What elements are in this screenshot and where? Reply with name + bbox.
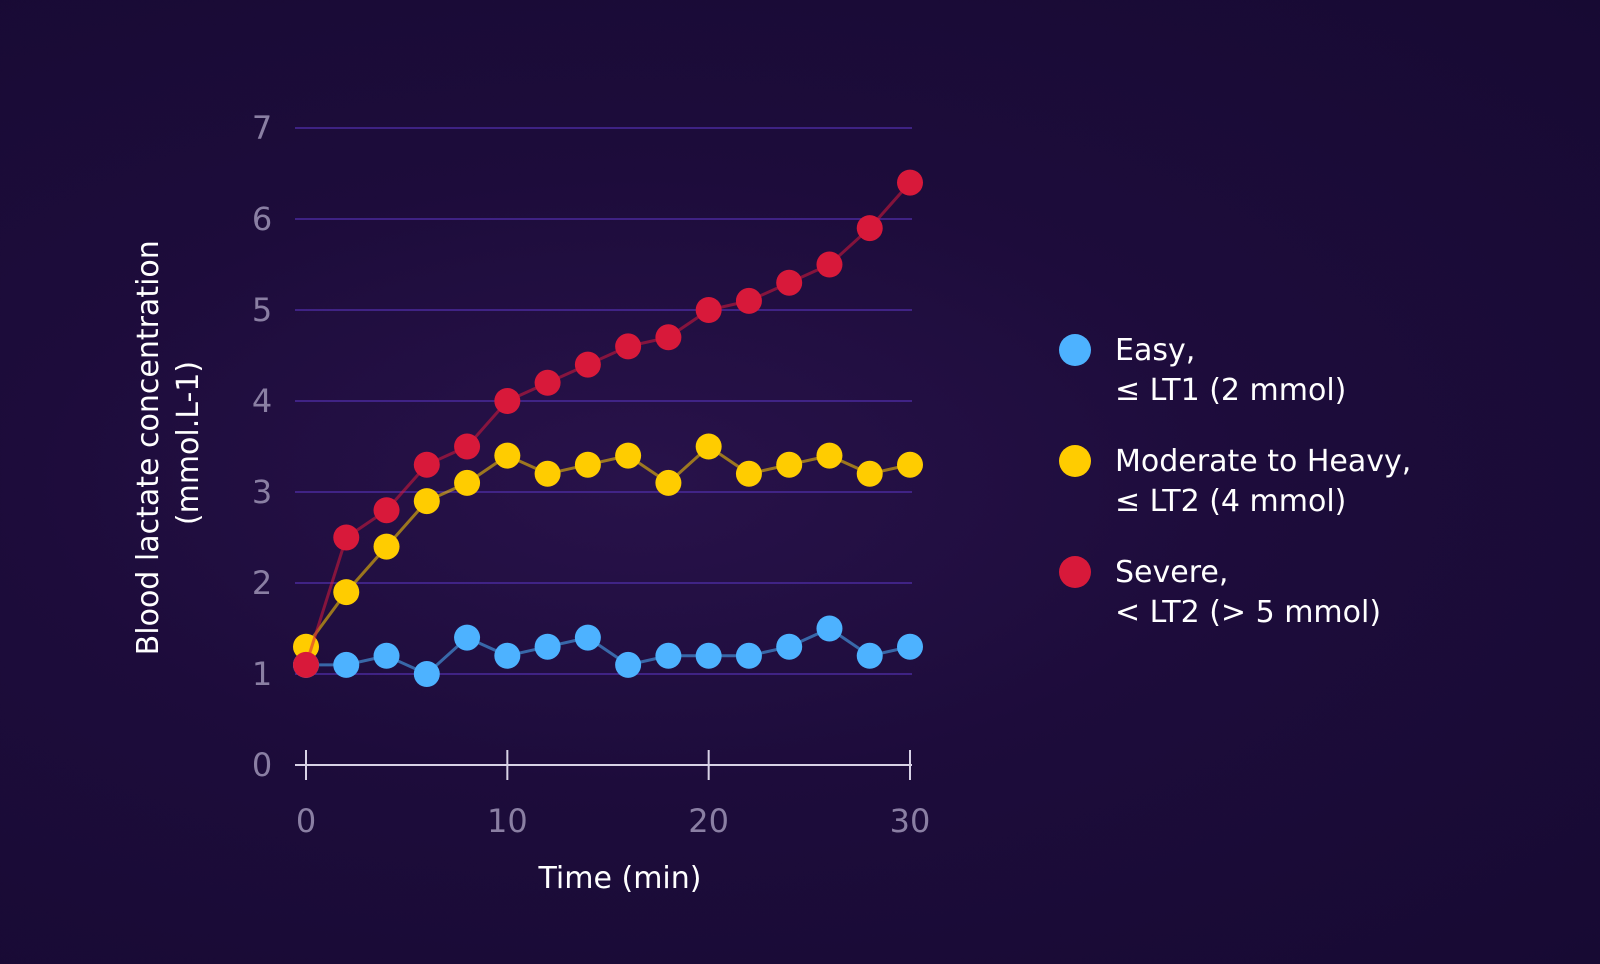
y-axis-ticks: 0 1 2 3 4 5 6 7 <box>252 109 272 784</box>
x-tick-label: 10 <box>487 802 528 840</box>
legend-label: Severe, < LT2 (> 5 mmol) <box>1115 555 1381 630</box>
y-tick-label: 6 <box>252 200 272 238</box>
data-point <box>333 651 360 678</box>
data-point <box>816 615 843 642</box>
legend-label-line: < LT2 (> 5 mmol) <box>1115 595 1381 630</box>
data-point <box>897 169 923 196</box>
data-point <box>695 642 722 669</box>
data-point <box>333 579 360 606</box>
data-point <box>776 633 803 660</box>
data-point <box>574 624 601 651</box>
legend-marker <box>1059 334 1091 366</box>
data-point <box>897 451 923 478</box>
x-tick-label: 0 <box>296 802 316 840</box>
legend-marker <box>1059 445 1091 477</box>
data-point <box>615 651 642 678</box>
y-tick-label: 5 <box>252 291 272 329</box>
data-point <box>856 215 883 242</box>
data-point <box>534 460 561 487</box>
legend-label-line: Easy, <box>1115 333 1195 368</box>
series-line <box>306 626 911 676</box>
y-tick-label: 0 <box>252 746 272 784</box>
y-axis-title: Blood lactate concentration (mmol.L-1) <box>131 231 206 656</box>
data-point <box>373 642 400 669</box>
series-line <box>304 181 912 666</box>
x-axis-title: Time (min) <box>538 861 702 896</box>
legend-label-line: ≤ LT2 (4 mmol) <box>1115 484 1346 519</box>
legend: Easy, ≤ LT1 (2 mmol) Moderate to Heavy, ≤ L… <box>1059 333 1411 630</box>
data-point <box>494 442 521 469</box>
legend-item: Easy, ≤ LT1 (2 mmol) <box>1059 333 1346 408</box>
data-point <box>735 287 762 314</box>
data-point <box>655 642 682 669</box>
y-tick-label: 1 <box>252 655 272 693</box>
data-point <box>293 651 319 678</box>
y-tick-label: 7 <box>252 109 272 147</box>
data-point <box>615 442 642 469</box>
x-tick-label: 20 <box>688 802 729 840</box>
data-point <box>454 624 481 651</box>
data-point <box>494 642 521 669</box>
legend-label: Moderate to Heavy, ≤ LT2 (4 mmol) <box>1115 444 1411 519</box>
legend-item: Severe, < LT2 (> 5 mmol) <box>1059 555 1381 630</box>
data-point <box>655 324 682 351</box>
x-axis-ticks: 0 10 20 30 <box>296 750 931 840</box>
series-1 <box>293 433 923 660</box>
data-point <box>534 633 561 660</box>
legend-label: Easy, ≤ LT1 (2 mmol) <box>1115 333 1346 408</box>
data-point <box>494 388 521 414</box>
data-point <box>373 533 400 560</box>
y-axis-title-line-1: Blood lactate concentration <box>131 240 166 655</box>
legend-label-line: Moderate to Heavy, <box>1115 444 1411 479</box>
data-point <box>574 351 601 378</box>
data-point <box>574 451 601 478</box>
data-point <box>413 661 440 687</box>
data-point <box>333 524 360 551</box>
data-point <box>735 642 762 669</box>
data-point <box>776 451 803 478</box>
data-point <box>534 369 561 396</box>
data-point <box>373 497 400 524</box>
gridlines <box>295 127 912 675</box>
legend-item: Moderate to Heavy, ≤ LT2 (4 mmol) <box>1059 444 1411 519</box>
data-point <box>695 433 722 460</box>
data-point <box>735 460 762 487</box>
data-point <box>776 269 803 296</box>
series-0 <box>293 615 923 687</box>
legend-label-line: Severe, <box>1115 555 1228 590</box>
legend-label-line: ≤ LT1 (2 mmol) <box>1115 373 1346 408</box>
data-point <box>615 333 642 360</box>
y-tick-label: 4 <box>252 382 272 420</box>
y-axis-title-line-2: (mmol.L-1) <box>171 361 206 525</box>
data-point <box>816 251 843 278</box>
data-point <box>856 642 883 669</box>
data-point <box>454 433 481 460</box>
legend-marker <box>1059 556 1091 588</box>
data-point <box>856 460 883 487</box>
data-point <box>816 442 843 469</box>
data-point <box>413 451 440 478</box>
series-group <box>293 169 923 687</box>
series-2 <box>293 169 923 678</box>
y-tick-label: 3 <box>252 473 272 511</box>
y-tick-label: 2 <box>252 564 272 602</box>
data-point <box>695 297 722 323</box>
data-point <box>655 469 682 496</box>
x-tick-label: 30 <box>890 802 931 840</box>
data-point <box>413 488 440 515</box>
series-line <box>304 444 911 648</box>
data-point <box>897 633 923 660</box>
data-point <box>454 469 481 496</box>
